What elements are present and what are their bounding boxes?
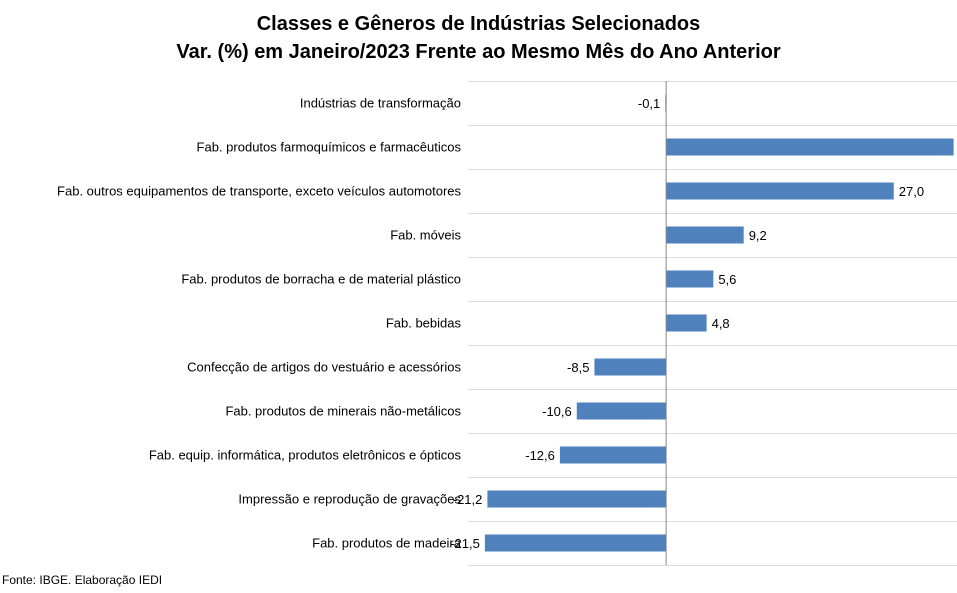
category-label: Fab. outros equipamentos de transporte, … bbox=[57, 184, 461, 199]
data-label: -12,6 bbox=[525, 448, 555, 463]
category-label: Fab. produtos de madeira bbox=[312, 536, 462, 551]
data-label: 27,0 bbox=[899, 184, 924, 199]
category-label: Impressão e reprodução de gravações bbox=[238, 492, 461, 507]
category-label: Fab. produtos de minerais não-metálicos bbox=[225, 404, 461, 419]
data-label: -21,2 bbox=[453, 492, 483, 507]
bar bbox=[594, 358, 667, 376]
chart-title-line2: Var. (%) em Janeiro/2023 Frente ao Mesmo… bbox=[176, 41, 781, 63]
category-label: Fab. bebidas bbox=[386, 316, 462, 331]
data-label: -21,5 bbox=[450, 536, 480, 551]
category-label: Fab. produtos farmoquímicos e farmacêuti… bbox=[197, 140, 462, 155]
bar bbox=[666, 270, 714, 288]
category-label: Indústrias de transformação bbox=[300, 96, 461, 111]
bar bbox=[666, 138, 954, 156]
bar bbox=[666, 314, 707, 332]
category-label: Fab. móveis bbox=[390, 228, 461, 243]
category-label: Fab. equip. informática, produtos eletrô… bbox=[149, 448, 462, 463]
chart-title-line1: Classes e Gêneros de Indústrias Selecion… bbox=[256, 13, 701, 35]
data-label: 4,8 bbox=[712, 316, 730, 331]
chart-title: Classes e Gêneros de Indústrias Selecion… bbox=[0, 10, 957, 66]
bar bbox=[666, 182, 894, 200]
category-label: Fab. produtos de borracha e de material … bbox=[181, 272, 461, 287]
data-label: 5,6 bbox=[718, 272, 736, 287]
category-label: Confecção de artigos do vestuário e aces… bbox=[187, 360, 461, 375]
bar bbox=[666, 226, 744, 244]
source-note: Fonte: IBGE. Elaboração IEDI bbox=[2, 573, 163, 587]
data-label: -10,6 bbox=[542, 404, 572, 419]
data-label: -8,5 bbox=[567, 360, 589, 375]
data-label: 9,2 bbox=[749, 228, 767, 243]
bar bbox=[576, 402, 667, 420]
data-label: -0,1 bbox=[638, 96, 660, 111]
bar bbox=[559, 446, 667, 464]
bar bbox=[487, 490, 667, 508]
bar bbox=[484, 534, 667, 552]
